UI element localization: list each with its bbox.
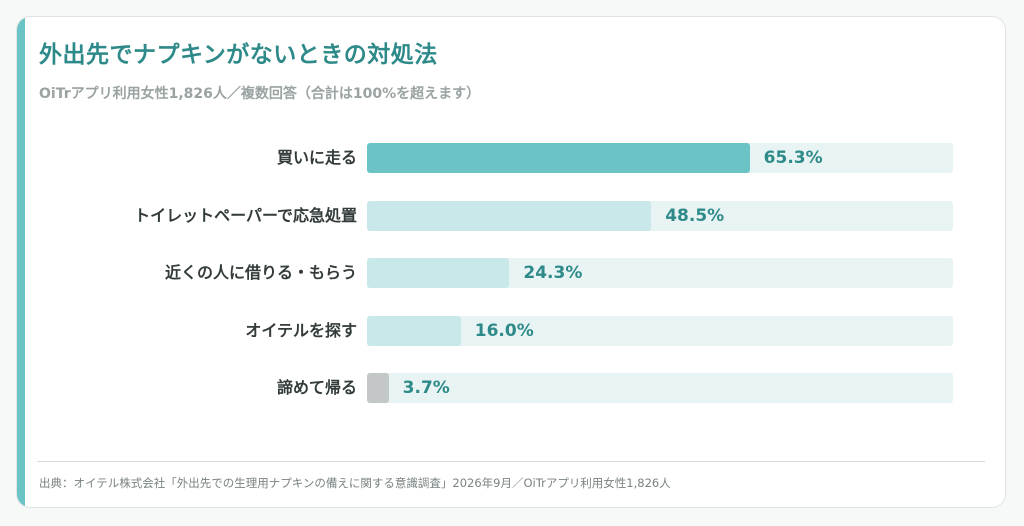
category-label: 諦めて帰る [276,378,357,397]
bar-row: 諦めて帰る 3.7% [17,373,1005,403]
value-label: 65.3% [763,148,823,168]
value-label: 3.7% [402,378,450,398]
bar-track: 24.3% [367,258,953,288]
bar-track: 16.0% [367,315,953,346]
bar-track: 65.3% [367,143,953,173]
footer-divider [37,461,985,462]
bar [367,143,750,173]
value-label: 16.0% [474,320,534,341]
category-label: オイテルを探す [245,320,357,340]
category-label: 近くの人に借りる・もらう [164,263,357,282]
chart-subtitle: OiTrアプリ利用女性1,826人／複数回答（合計は100%を超えます） [39,86,481,102]
bar [367,258,510,288]
category-label: 買いに走る [276,148,357,167]
bar-row: 買いに走る 65.3% [17,143,1005,173]
bar-chart: 買いに走る 65.3% トイレットペーパーで応急処置 48.5% 近くの人に借りる・もら… [17,17,1005,507]
source-note: 出典：オイテル株式会社「外出先での生理用ナプキンの備えに関する意識調査」2026… [39,476,671,490]
bar-row: トイレットペーパーで応急処置 48.5% [17,200,1005,231]
bar [367,373,389,403]
bar-track: 3.7% [367,373,953,403]
chart-card: 外出先でナプキンがないときの対処法 OiTrアプリ利用女性1,826人／複数回答… [16,16,1006,508]
bar-track: 48.5% [367,200,953,231]
value-label: 24.3% [523,263,583,283]
bar-row: 近くの人に借りる・もらう 24.3% [17,258,1005,288]
category-label: トイレットペーパーで応急処置 [134,205,357,225]
chart-title: 外出先でナプキンがないときの対処法 [39,42,438,68]
bar [367,200,652,231]
bar [367,315,461,346]
bar-row: オイテルを探す 16.0% [17,315,1005,346]
value-label: 48.5% [665,205,725,226]
accent-stripe [17,17,25,507]
